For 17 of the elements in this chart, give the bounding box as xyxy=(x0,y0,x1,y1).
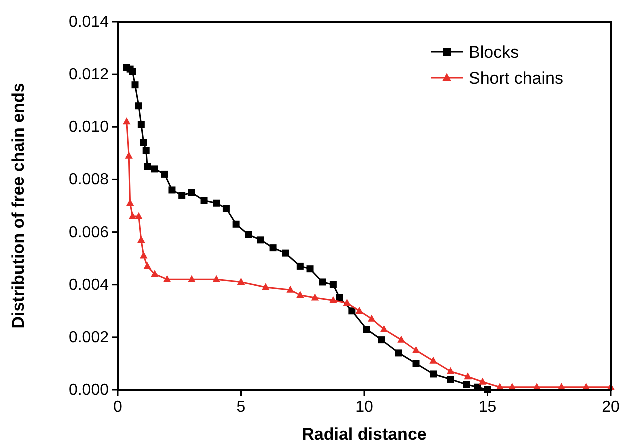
y-tick-label: 0.012 xyxy=(68,66,110,84)
legend-label: Blocks xyxy=(469,43,520,62)
x-tick-label: 15 xyxy=(478,399,497,416)
y-tick-label: 0.008 xyxy=(68,172,110,189)
y-tick-label: 0.000 xyxy=(68,382,110,399)
x-axis-title: Radial distance xyxy=(302,425,427,444)
y-tick-label: 0.010 xyxy=(68,119,110,136)
y-tick-label: 0.014 xyxy=(68,14,110,31)
x-tick-label: 0 xyxy=(114,399,123,416)
y-tick-label: 0.006 xyxy=(68,224,110,242)
y-tick-label: 0.002 xyxy=(68,329,110,346)
x-tick-label: 5 xyxy=(236,399,246,416)
y-tick-label: 0.004 xyxy=(68,276,110,294)
x-tick-label: 10 xyxy=(356,399,374,416)
x-tick-label: 20 xyxy=(602,399,620,416)
legend-label: Short chains xyxy=(469,69,564,88)
y-axis-title: Distribution of free chain ends xyxy=(9,83,28,329)
